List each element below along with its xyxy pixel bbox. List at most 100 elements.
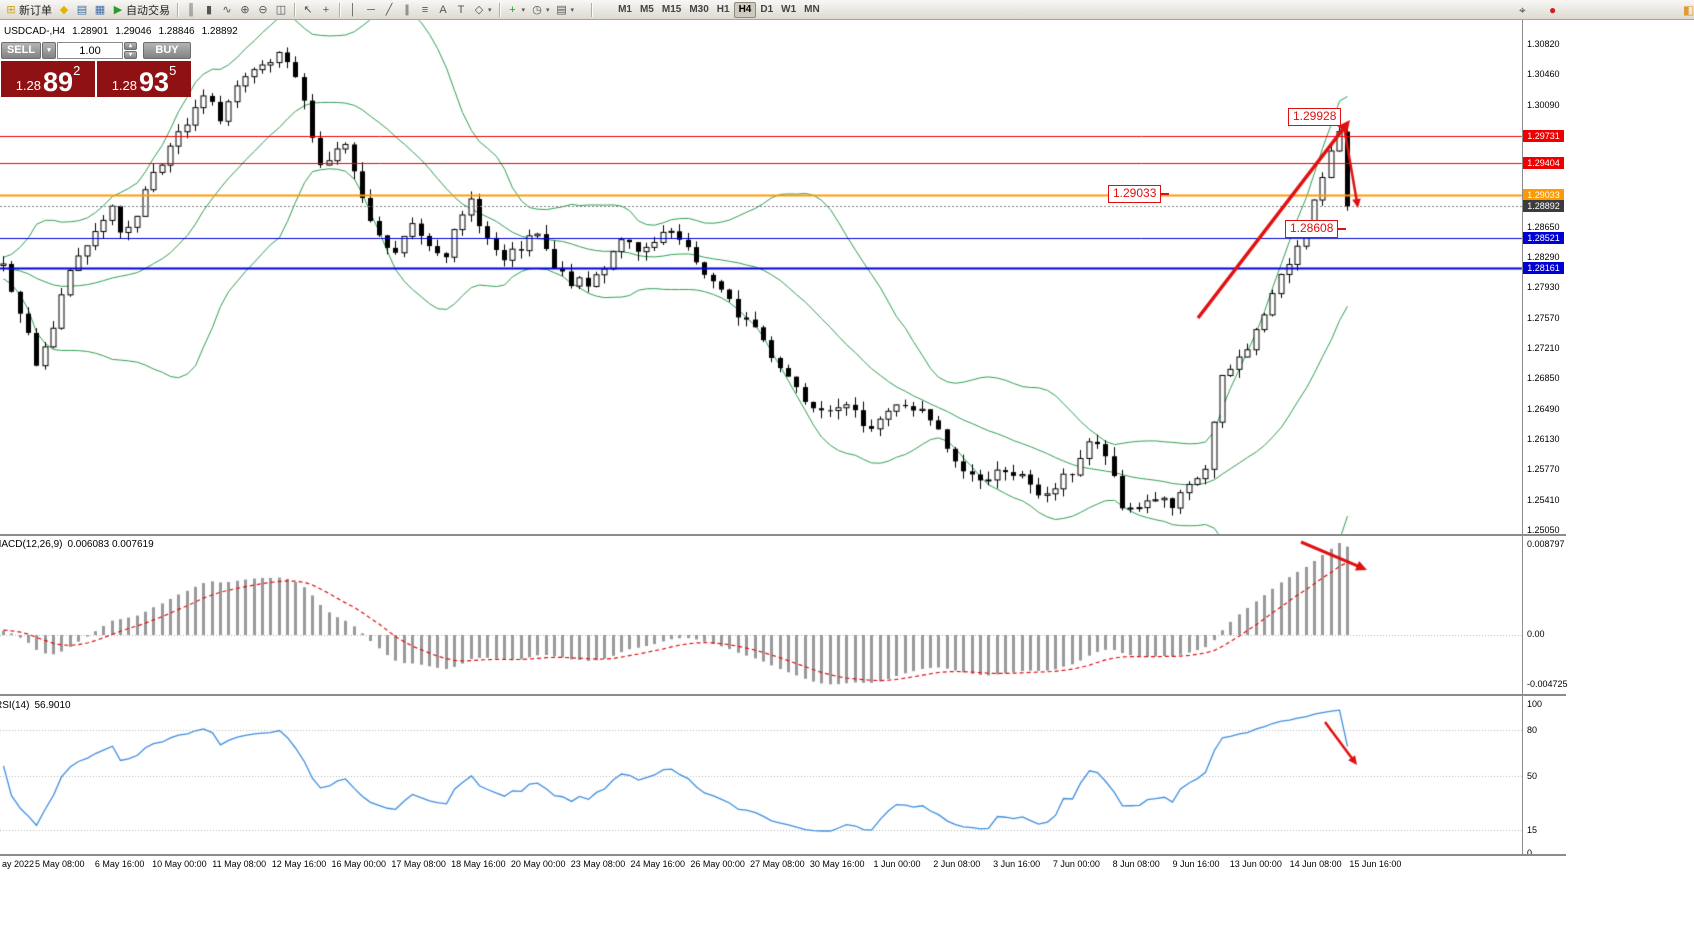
- time-axis: ay 2022 5 May 08:00 6 May 16:00 10 May 00:0…: [0, 858, 1522, 871]
- new-order-button[interactable]: ⊞ 新订单: [2, 2, 55, 18]
- sell-button[interactable]: SELL: [1, 42, 41, 59]
- timeframe-h4-button[interactable]: H4: [733, 1, 757, 18]
- volume-down-button[interactable]: ▾: [124, 51, 137, 59]
- tile-windows-button[interactable]: ◫: [272, 2, 290, 18]
- market-watch-button[interactable]: ▤: [73, 2, 91, 18]
- bid-price-display[interactable]: 1.28 89 2: [1, 61, 95, 97]
- trendline-button[interactable]: ╱: [380, 2, 398, 18]
- text-label-button[interactable]: T: [452, 2, 470, 18]
- indicators-icon: +: [509, 3, 516, 16]
- line-chart-button[interactable]: ∿: [218, 2, 236, 18]
- volume-input[interactable]: [57, 42, 123, 59]
- panel-separator-rsi-time[interactable]: [0, 854, 1566, 856]
- macd-axis-label: 0.008797: [1527, 539, 1565, 549]
- annotation-support-price-label[interactable]: 1.28608: [1285, 220, 1347, 238]
- auto-trading-button[interactable]: ▶ 自动交易: [109, 2, 173, 18]
- open-value: 1.28901: [72, 26, 109, 37]
- channel-button[interactable]: ∥: [398, 2, 416, 18]
- volume-spinner: ▴ ▾: [124, 42, 137, 59]
- shapes-button[interactable]: ◇ ▾: [470, 2, 495, 18]
- annotation-peak-price-label[interactable]: 1.29928: [1288, 108, 1342, 126]
- time-axis-label: 11 May 08:00: [212, 859, 267, 869]
- trendline-icon: ╱: [385, 3, 393, 16]
- dropdown-arrow-icon: ▾: [488, 6, 492, 14]
- ask-big-digits: 93: [139, 67, 170, 97]
- horizontal-line-button[interactable]: ─: [362, 2, 380, 18]
- ask-price-display[interactable]: 1.28 93 5: [97, 61, 191, 97]
- price-axis-label: 1.27570: [1527, 312, 1560, 323]
- rsi-axis-label: 50: [1527, 771, 1538, 781]
- toolbar-separator: [177, 2, 178, 17]
- data-window-button[interactable]: ▦: [91, 2, 109, 18]
- bid-big-digits: 89: [43, 67, 74, 97]
- time-axis-label: 24 May 16:00: [630, 859, 686, 869]
- high-value: 1.29046: [115, 26, 152, 37]
- templates-button[interactable]: ▤ ▾: [553, 2, 578, 18]
- price-axis-label: 1.25410: [1527, 494, 1560, 505]
- indicators-button[interactable]: + ▾: [504, 2, 529, 18]
- price-axis-label: 1.25050: [1527, 525, 1560, 535]
- fibonacci-icon: ≡: [421, 3, 429, 16]
- periods-button[interactable]: ◷ ▾: [528, 2, 553, 18]
- timeframe-m5-button[interactable]: M5: [636, 2, 658, 18]
- timeframe-d1-button[interactable]: D1: [756, 2, 777, 18]
- timeframe-h1-button-label: H1: [716, 4, 730, 15]
- timeframe-m5-button-label: M5: [639, 4, 654, 15]
- crosshair-button[interactable]: +: [317, 2, 335, 18]
- zoom-out-button[interactable]: ⊖: [254, 2, 272, 18]
- fibonacci-button[interactable]: ≡: [416, 2, 434, 18]
- horizontal-line-icon: ─: [367, 3, 375, 16]
- annotation-resistance-price-label[interactable]: 1.29033: [1108, 185, 1170, 203]
- zoom-out-icon: ⊖: [258, 3, 268, 16]
- time-axis-label: 26 May 00:00: [690, 859, 745, 869]
- price-axis-label: 1.26490: [1527, 403, 1560, 414]
- crosshair-icon: +: [322, 3, 330, 16]
- macd-axis-label: 0.00: [1527, 629, 1545, 639]
- timeframe-m1-button[interactable]: M1: [614, 2, 636, 18]
- rsi-axis-label: 15: [1527, 824, 1538, 835]
- text-button[interactable]: A: [434, 2, 452, 18]
- alert-button[interactable]: ●: [1549, 1, 1556, 19]
- candlestick-chart-button[interactable]: ▮: [200, 2, 218, 18]
- toolbar-buttons: ⊞ 新订单 ◆ ▤ ▦ ▶ 自动交易 ║ ▮ ∿ ⊕ ⊖ ◫ ↖ + │ ─ ╱ ∥ ≡ A T ◇ ▾ + ▾ ◷ ▾ ▤ ▾ M1 M5 M…: [2, 0, 824, 20]
- search-button[interactable]: ⌖: [1519, 1, 1526, 19]
- price-label-pointer: [1338, 228, 1347, 230]
- timeframe-m30-button[interactable]: M30: [685, 2, 712, 18]
- edge-tool-button[interactable]: ◧: [1683, 1, 1694, 19]
- timeframe-h1-button[interactable]: H1: [713, 2, 734, 18]
- macd-name: MACD(12,26,9): [0, 539, 63, 550]
- time-axis-label: 23 May 08:00: [570, 859, 626, 869]
- data-window-icon: ▦: [94, 3, 106, 16]
- time-axis-label: 30 May 16:00: [809, 859, 865, 869]
- time-axis-label: 5 May 08:00: [35, 859, 85, 869]
- close-value: 1.28892: [201, 26, 238, 37]
- rsi-axis-label: 100: [1527, 699, 1543, 709]
- timeframe-m15-button[interactable]: M15: [658, 2, 685, 18]
- toolbar-separator: [294, 2, 295, 17]
- channel-icon: ∥: [404, 3, 410, 16]
- auto-trading-button-label: 自动交易: [126, 4, 170, 17]
- time-axis-label: 16 May 00:00: [331, 859, 387, 869]
- price-axis-tag: 1.29404: [1523, 157, 1564, 170]
- rsi-indicator-label: RSI(14) 56.9010: [0, 700, 76, 711]
- timeframe-mn-button[interactable]: MN: [800, 2, 824, 18]
- bid-pip-digit: 2: [73, 63, 81, 78]
- zoom-in-button[interactable]: ⊕: [236, 2, 254, 18]
- text-label-icon: T: [457, 3, 465, 16]
- bar-chart-button[interactable]: ║: [182, 2, 200, 18]
- buy-button[interactable]: BUY: [143, 42, 191, 59]
- timeframe-w1-button[interactable]: W1: [777, 2, 800, 18]
- cursor-button[interactable]: ↖: [299, 2, 317, 18]
- volume-up-button[interactable]: ▴: [124, 42, 137, 50]
- vertical-line-button[interactable]: │: [344, 2, 362, 18]
- alert-icon: ●: [1549, 3, 1557, 17]
- price-axis-label: 1.28650: [1527, 221, 1560, 232]
- sell-dropdown-button[interactable]: ▾: [42, 42, 56, 59]
- charts-button[interactable]: ◆: [55, 2, 73, 18]
- panel-separator-macd-rsi[interactable]: [0, 694, 1566, 696]
- low-value: 1.28846: [158, 26, 195, 37]
- new-order-icon: ⊞: [6, 3, 16, 16]
- panel-separator-main-macd[interactable]: [0, 534, 1566, 536]
